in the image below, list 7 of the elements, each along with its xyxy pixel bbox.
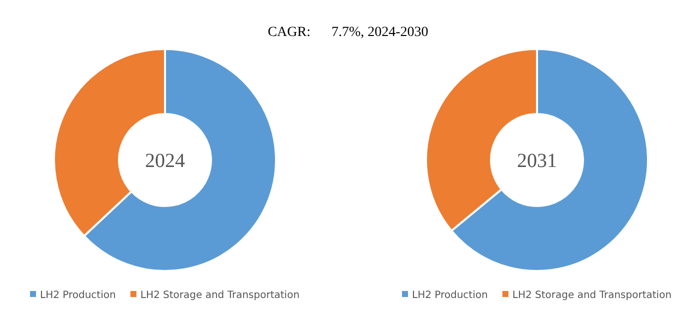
- legend-label: LH2 Production: [40, 290, 116, 301]
- text: 2031: [517, 150, 557, 172]
- legend-label: LH2 Storage and Transportation: [140, 290, 300, 301]
- text: CAGR: 7.7%, 2024-2030: [268, 25, 428, 40]
- legend-label: LH2 Storage and Transportation: [512, 290, 672, 301]
- text: 2024: [145, 150, 185, 172]
- legend-label: LH2 Production: [412, 290, 488, 301]
